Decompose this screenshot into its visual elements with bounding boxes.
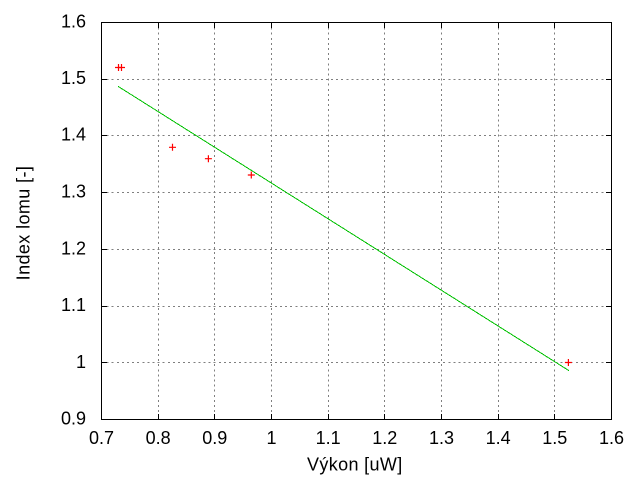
svg-text:1.6: 1.6 [61, 12, 86, 32]
svg-text:1.2: 1.2 [61, 238, 86, 258]
svg-text:1.1: 1.1 [61, 295, 86, 315]
svg-text:1.3: 1.3 [429, 428, 454, 448]
svg-text:1.1: 1.1 [316, 428, 341, 448]
svg-text:1: 1 [266, 428, 276, 448]
svg-text:0.8: 0.8 [146, 428, 171, 448]
svg-text:0.9: 0.9 [61, 409, 86, 429]
svg-text:0.7: 0.7 [89, 428, 114, 448]
svg-text:1.4: 1.4 [61, 125, 86, 145]
svg-text:1: 1 [76, 352, 86, 372]
svg-text:Výkon [uW]: Výkon [uW] [307, 454, 403, 474]
svg-text:1.5: 1.5 [542, 428, 567, 448]
svg-text:1.4: 1.4 [486, 428, 511, 448]
svg-text:0.9: 0.9 [202, 428, 227, 448]
svg-text:1.3: 1.3 [61, 182, 86, 202]
svg-text:1.2: 1.2 [372, 428, 397, 448]
svg-text:Index lomu [-]: Index lomu [-] [13, 166, 33, 281]
svg-text:1.6: 1.6 [599, 428, 624, 448]
svg-text:1.5: 1.5 [61, 68, 86, 88]
